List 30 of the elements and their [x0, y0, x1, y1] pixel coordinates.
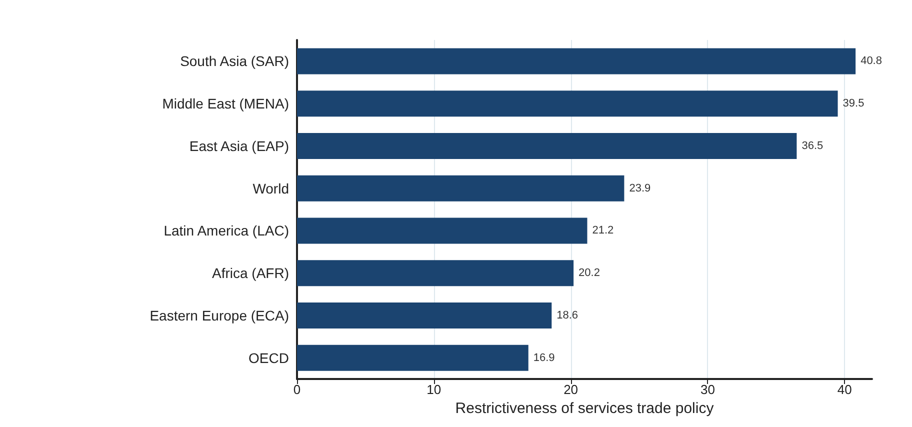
x-tick-label: 0 [293, 382, 301, 397]
data-label: 20.2 [578, 267, 600, 280]
bar [297, 90, 838, 117]
bar [297, 260, 574, 286]
y-tick-label: World [252, 180, 289, 196]
y-tick-label: Latin America (LAC) [164, 222, 289, 239]
data-label: 18.6 [556, 309, 578, 322]
bar [297, 132, 797, 159]
data-label: 40.8 [860, 55, 882, 68]
y-tick-label: Africa (AFR) [212, 265, 289, 282]
data-label: 39.5 [842, 98, 864, 110]
data-label: 23.9 [629, 182, 651, 194]
bar [297, 302, 552, 328]
x-tick-label: 20 [564, 382, 578, 397]
bar [297, 344, 528, 371]
data-label: 21.2 [592, 224, 614, 237]
bar [297, 218, 588, 244]
y-tick-label: East Asia (EAP) [189, 138, 289, 154]
x-tick-label: 10 [426, 382, 442, 397]
y-tick-label: OECD [248, 350, 289, 366]
y-tick-label: Eastern Europe (ECA) [150, 307, 289, 324]
bar [297, 48, 856, 74]
y-tick-label: Middle East (MENA) [162, 96, 289, 112]
data-label: 36.5 [802, 140, 824, 152]
bar [297, 175, 624, 202]
x-axis-title: Restrictiveness of services trade policy [455, 400, 714, 417]
y-tick-label: South Asia (SAR) [180, 53, 289, 70]
data-label: 16.9 [533, 352, 555, 364]
x-tick-label: 30 [700, 382, 715, 397]
x-tick-label: 40 [837, 382, 852, 397]
